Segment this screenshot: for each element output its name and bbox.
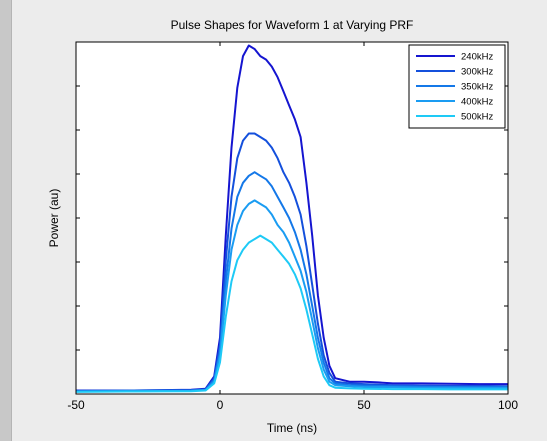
legend-label-400kHz: 400kHz <box>461 97 493 108</box>
legend-label-300kHz: 300kHz <box>461 67 493 78</box>
x-tick-label: 0 <box>217 398 224 412</box>
x-axis-label: Time (ns) <box>267 421 317 435</box>
window-edge <box>0 0 12 441</box>
x-tick-label: 50 <box>357 398 371 412</box>
series-line-500kHz <box>75 234 508 393</box>
y-axis-label: Power (au) <box>47 189 61 248</box>
legend-label-240kHz: 240kHz <box>461 52 493 63</box>
series-line-240kHz <box>76 44 508 392</box>
x-tick-label: 100 <box>498 398 518 412</box>
legend-label-500kHz: 500kHz <box>461 112 493 123</box>
figure: Pulse Shapes for Waveform 1 at Varying P… <box>47 18 518 435</box>
chart-title: Pulse Shapes for Waveform 1 at Varying P… <box>171 18 414 32</box>
x-tick-label: -50 <box>67 398 85 412</box>
plot-area: -50 0 50 100 240kHz 300kHz 350kHz 400kHz 500kHz <box>67 41 518 412</box>
legend-label-350kHz: 350kHz <box>461 82 493 93</box>
series-line-400kHz <box>75 199 508 393</box>
